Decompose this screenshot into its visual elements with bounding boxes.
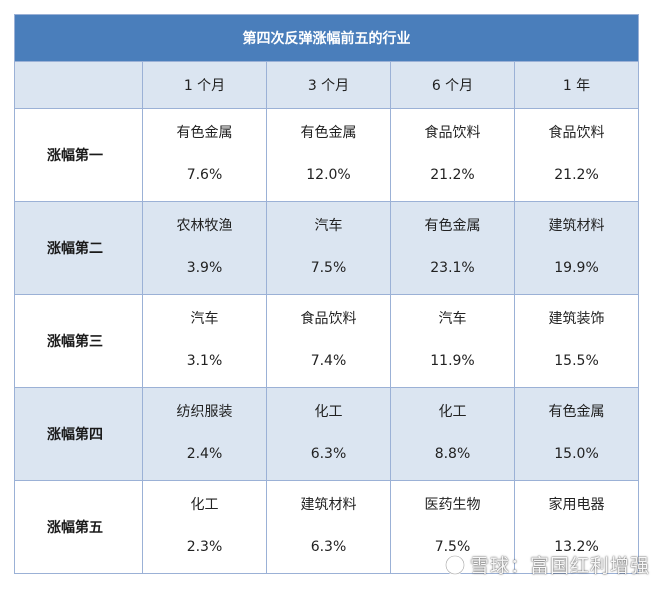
industry-name: 建筑材料 — [548, 218, 605, 234]
table-cell: 农林牧渔 3.9% — [142, 201, 267, 295]
gain-value: 6.3% — [310, 446, 347, 462]
gain-value: 7.4% — [310, 353, 347, 369]
table-cell: 有色金属 23.1% — [390, 201, 515, 295]
industry-name: 农林牧渔 — [176, 218, 233, 234]
gain-value: 12.0% — [306, 167, 351, 183]
rank-label: 涨幅第二 — [14, 201, 143, 295]
industry-name: 建筑材料 — [300, 497, 357, 513]
watermark-text: 雪球：富国红利增强 — [469, 555, 650, 577]
table-cell: 纺织服装 2.4% — [142, 387, 267, 481]
table-cell: 有色金属 15.0% — [513, 387, 640, 481]
industry-name: 建筑装饰 — [548, 311, 605, 327]
industry-name: 汽车 — [314, 218, 343, 234]
header-empty-cell — [14, 61, 143, 109]
rank-label: 涨幅第一 — [14, 108, 143, 202]
industry-name: 有色金属 — [548, 404, 605, 420]
header-row: 1 个月 3 个月 6 个月 1 年 — [14, 61, 640, 109]
industry-name: 食品饮料 — [424, 125, 481, 141]
table-row: 涨幅第三 汽车 3.1% 食品饮料 7.4% 汽车 11.9% 建筑装饰 15.5% — [14, 294, 640, 388]
gain-value: 21.2% — [430, 167, 475, 183]
gain-value: 3.1% — [186, 353, 223, 369]
gain-value: 11.9% — [430, 353, 475, 369]
gain-value: 15.0% — [554, 446, 599, 462]
rank-label: 涨幅第五 — [14, 480, 143, 574]
rank-label: 涨幅第四 — [14, 387, 143, 481]
table-cell: 食品饮料 21.2% — [390, 108, 515, 202]
gain-value: 23.1% — [430, 260, 475, 276]
industry-name: 医药生物 — [424, 497, 481, 513]
table-title: 第四次反弹涨幅前五的行业 — [13, 14, 640, 62]
gain-value: 2.3% — [186, 539, 223, 555]
gain-value: 7.5% — [310, 260, 347, 276]
industry-name: 食品饮料 — [300, 311, 357, 327]
snowball-logo-icon — [444, 554, 466, 576]
industry-name: 汽车 — [190, 311, 219, 327]
gain-value: 13.2% — [554, 539, 599, 555]
rank-label: 涨幅第三 — [14, 294, 143, 388]
industry-name: 家用电器 — [548, 497, 605, 513]
gain-value: 15.5% — [554, 353, 599, 369]
industry-name: 有色金属 — [176, 125, 233, 141]
gain-value: 21.2% — [554, 167, 599, 183]
table-cell: 有色金属 12.0% — [266, 108, 391, 202]
gain-value: 3.9% — [186, 260, 223, 276]
gain-value: 8.8% — [434, 446, 471, 462]
table-cell: 化工 8.8% — [390, 387, 515, 481]
table-row: 涨幅第五 化工 2.3% 建筑材料 6.3% 医药生物 7.5% 家用电器 13.2% — [14, 480, 640, 574]
table-cell: 建筑装饰 15.5% — [513, 294, 640, 388]
industry-name: 食品饮料 — [548, 125, 605, 141]
industry-name: 化工 — [438, 404, 467, 420]
industry-gain-table: 第四次反弹涨幅前五的行业 1 个月 3 个月 6 个月 1 年 涨幅第一 有色金… — [13, 14, 640, 574]
industry-name: 纺织服装 — [176, 404, 233, 420]
header-1-year: 1 年 — [513, 61, 640, 109]
table-cell: 汽车 11.9% — [390, 294, 515, 388]
industry-name: 有色金属 — [300, 125, 357, 141]
table-row: 涨幅第二 农林牧渔 3.9% 汽车 7.5% 有色金属 23.1% 建筑材料 19.9% — [14, 201, 640, 295]
header-3-months: 3 个月 — [266, 61, 391, 109]
table-cell: 有色金属 7.6% — [142, 108, 267, 202]
gain-value: 6.3% — [310, 539, 347, 555]
table-row: 涨幅第四 纺织服装 2.4% 化工 6.3% 化工 8.8% 有色金属 15.0% — [14, 387, 640, 481]
gain-value: 7.6% — [186, 167, 223, 183]
table-cell: 汽车 3.1% — [142, 294, 267, 388]
gain-value: 2.4% — [186, 446, 223, 462]
table-cell: 化工 2.3% — [142, 480, 267, 574]
table-cell: 建筑材料 19.9% — [513, 201, 640, 295]
industry-name: 有色金属 — [424, 218, 481, 234]
table-cell: 家用电器 13.2% — [513, 480, 640, 574]
table-cell: 建筑材料 6.3% — [266, 480, 391, 574]
table-cell: 食品饮料 21.2% — [513, 108, 640, 202]
table-cell: 化工 6.3% — [266, 387, 391, 481]
header-6-months: 6 个月 — [390, 61, 515, 109]
watermark: 雪球：富国红利增强 — [444, 551, 650, 578]
gain-value: 19.9% — [554, 260, 599, 276]
table-cell: 食品饮料 7.4% — [266, 294, 391, 388]
industry-name: 化工 — [190, 497, 219, 513]
table-cell: 医药生物 7.5% — [390, 480, 515, 574]
industry-name: 化工 — [314, 404, 343, 420]
header-1-month: 1 个月 — [142, 61, 267, 109]
table-cell: 汽车 7.5% — [266, 201, 391, 295]
table-row: 涨幅第一 有色金属 7.6% 有色金属 12.0% 食品饮料 21.2% 食品饮料 21… — [14, 108, 640, 202]
industry-name: 汽车 — [438, 311, 467, 327]
gain-value: 7.5% — [434, 539, 471, 555]
